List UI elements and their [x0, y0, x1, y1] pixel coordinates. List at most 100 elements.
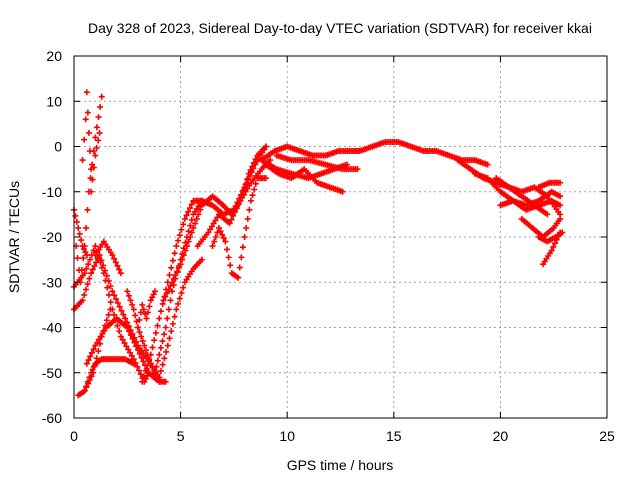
data-point-marker — [188, 217, 195, 224]
data-point-marker — [354, 166, 361, 173]
data-point-marker — [207, 226, 214, 233]
series-track — [81, 356, 137, 394]
data-point-marker — [185, 228, 192, 235]
data-point-marker — [222, 238, 229, 245]
data-point-marker — [133, 343, 140, 350]
data-point-marker — [182, 239, 189, 246]
data-point-marker — [231, 209, 238, 216]
data-point-marker — [195, 211, 202, 218]
data-point-marker — [152, 329, 159, 336]
series-track — [535, 179, 564, 191]
data-point-marker — [242, 181, 249, 188]
data-point-marker — [142, 347, 149, 354]
data-point-marker — [159, 338, 166, 345]
data-point-marker — [134, 347, 141, 354]
data-point-marker — [160, 297, 167, 304]
data-point-marker — [117, 333, 124, 340]
series-track — [134, 288, 159, 331]
data-point-marker — [132, 312, 139, 319]
x-tick-label: 20 — [493, 428, 509, 444]
chart-title: Day 328 of 2023, Sidereal Day-to-day VTE… — [88, 20, 592, 36]
data-point-marker — [107, 283, 114, 290]
data-point-marker — [167, 282, 174, 289]
data-point-marker — [86, 148, 93, 155]
data-point-marker — [186, 205, 193, 212]
data-point-marker — [124, 324, 131, 331]
data-point-marker — [211, 238, 218, 245]
data-point-marker — [87, 353, 94, 360]
data-point-marker — [235, 201, 242, 208]
data-point-marker — [130, 360, 137, 367]
data-point-marker — [82, 286, 89, 293]
data-point-marker — [161, 331, 168, 338]
data-point-marker — [198, 256, 205, 263]
data-point-marker — [146, 357, 153, 364]
data-point-marker — [116, 303, 123, 310]
data-point-marker — [152, 369, 159, 376]
y-tick-label: 0 — [54, 139, 62, 155]
data-point-marker — [111, 255, 118, 262]
data-point-marker — [214, 229, 221, 236]
data-point-marker — [89, 266, 96, 273]
data-point-marker — [197, 206, 204, 213]
data-point-marker — [111, 311, 118, 318]
data-point-marker — [140, 306, 147, 313]
data-point-marker — [557, 193, 564, 200]
data-point-marker — [193, 215, 200, 222]
data-point-marker — [157, 367, 164, 374]
data-point-marker — [159, 361, 166, 368]
data-point-marker — [147, 351, 154, 358]
data-point-marker — [163, 348, 170, 355]
data-point-marker — [122, 315, 129, 322]
data-point-marker — [181, 215, 188, 222]
data-point-marker — [85, 261, 92, 268]
data-point-marker — [83, 383, 90, 390]
x-tick-label: 0 — [70, 428, 78, 444]
data-point-marker — [246, 182, 253, 189]
data-point-marker — [175, 237, 182, 244]
y-tick-label: -40 — [42, 320, 62, 336]
data-point-marker — [168, 328, 175, 335]
data-point-marker — [188, 229, 195, 236]
series-track — [209, 175, 269, 281]
data-point-marker — [129, 335, 136, 342]
data-point-marker — [124, 288, 131, 295]
data-point-marker — [226, 220, 233, 227]
data-point-marker — [156, 378, 163, 385]
data-point-marker — [162, 293, 169, 300]
data-point-marker — [187, 222, 194, 229]
y-tick-label: -50 — [42, 365, 62, 381]
data-point-marker — [169, 257, 176, 264]
data-point-marker — [118, 307, 125, 314]
data-point-marker — [214, 214, 221, 221]
data-point-marker — [212, 234, 219, 240]
data-point-marker — [123, 319, 130, 326]
data-point-marker — [173, 306, 180, 313]
data-point-marker — [544, 211, 551, 218]
data-point-marker — [166, 272, 173, 279]
data-point-marker — [92, 243, 99, 250]
data-point-marker — [243, 224, 250, 231]
data-point-marker — [81, 270, 88, 277]
data-point-marker — [174, 268, 181, 275]
data-point-marker — [75, 224, 82, 231]
data-point-marker — [84, 206, 91, 213]
data-point-marker — [89, 176, 96, 183]
y-tick-label: -20 — [42, 229, 62, 245]
data-point-marker — [227, 262, 234, 269]
data-point-marker — [81, 291, 88, 298]
data-point-marker — [212, 217, 219, 224]
data-point-marker — [113, 296, 120, 303]
data-point-marker — [116, 328, 123, 335]
data-point-marker — [142, 367, 149, 374]
data-point-marker — [82, 249, 89, 256]
y-tick-label: 20 — [46, 48, 62, 64]
data-point-marker — [179, 256, 186, 263]
data-point-marker — [90, 346, 97, 353]
data-point-marker — [176, 232, 183, 239]
series-track — [273, 152, 361, 173]
data-point-marker — [171, 250, 178, 257]
data-point-marker — [233, 205, 240, 212]
data-point-marker — [180, 284, 187, 291]
